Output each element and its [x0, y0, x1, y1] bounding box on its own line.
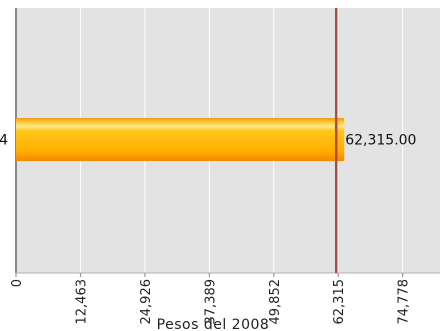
x-tick-label: 37,389	[203, 279, 218, 325]
category-labels: 4	[0, 133, 8, 149]
bar-labels: 62,315.00	[345, 133, 416, 149]
x-tick-label: 74,778	[397, 279, 412, 325]
x-tick-label: 24,926	[139, 279, 154, 325]
category-label: 4	[0, 133, 8, 149]
x-tick-label: 12,463	[74, 279, 89, 325]
x-tick-label: 62,315	[332, 279, 347, 325]
bars	[16, 118, 345, 161]
bar	[16, 118, 345, 161]
x-axis-title: Pesos del 2008	[157, 317, 270, 331]
x-tick-label: 0	[10, 279, 25, 287]
x-tick-label: 49,852	[268, 279, 283, 325]
bar-value-label: 62,315.00	[345, 133, 416, 149]
x-tick-labels: 0 12,463 24,926 37,389 49,852 62,315 74,778	[10, 273, 412, 325]
